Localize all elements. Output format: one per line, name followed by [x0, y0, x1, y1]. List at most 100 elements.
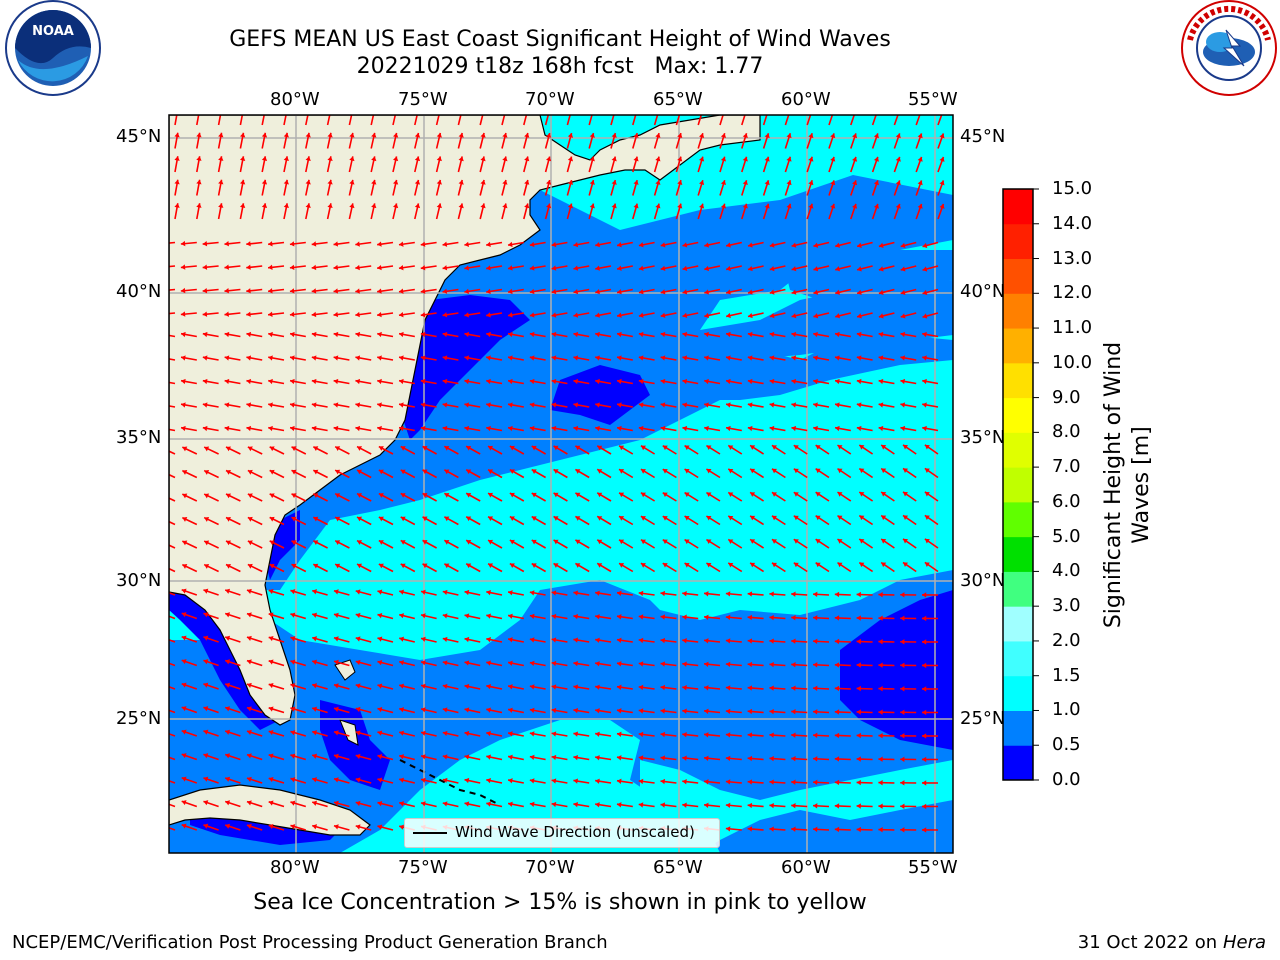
wind-wave-arrow-head — [464, 402, 470, 408]
wind-wave-arrow-head — [859, 539, 865, 544]
wind-wave-arrow-head — [333, 378, 339, 385]
wind-wave-arrow-head — [464, 660, 470, 666]
wind-wave-arrow-head — [196, 179, 202, 185]
wind-wave-arrow-head — [436, 203, 442, 209]
wind-wave-arrow-head — [414, 179, 421, 185]
wind-wave-arrow-head — [726, 402, 731, 408]
wind-wave-arrow-head — [834, 756, 840, 762]
wind-wave-arrow-head — [377, 777, 383, 783]
wind-wave-arrow-head — [704, 685, 709, 691]
wind-wave-arrow-head — [704, 732, 709, 738]
wind-wave-arrow-head — [881, 491, 887, 497]
wind-wave-arrow-head — [181, 659, 187, 665]
wind-wave-arrow — [588, 115, 593, 126]
wind-wave-arrow-head — [202, 425, 208, 432]
wind-wave-arrow-head — [682, 289, 688, 295]
wind-wave-arrow-head — [464, 378, 470, 385]
wind-wave-arrow-head — [922, 780, 927, 786]
wind-wave-arrow-head — [859, 445, 865, 450]
lon-tick-bottom-70w: 70°W — [525, 857, 575, 878]
wind-wave-arrow-head — [160, 823, 165, 828]
wind-wave-arrow-head — [509, 563, 515, 569]
lon-tick-bottom-80w: 80°W — [270, 857, 320, 878]
wind-wave-arrow-head — [291, 446, 297, 452]
wind-wave-arrow-head — [464, 730, 470, 737]
wind-wave-arrow-head — [393, 109, 398, 114]
wind-wave-arrow-head — [247, 469, 253, 475]
wind-wave-arrow-head — [764, 133, 770, 139]
wind-wave-arrow-head — [769, 708, 774, 715]
wind-wave-arrow-head — [371, 179, 377, 185]
wind-wave-arrow-head — [640, 469, 646, 474]
wind-wave-arrow-head — [377, 824, 383, 830]
wind-wave-arrow-head — [677, 133, 683, 138]
wind-wave-arrow-head — [268, 706, 274, 712]
wind-wave-arrow-head — [684, 516, 690, 521]
lon-tick-bottom-75w: 75°W — [398, 857, 448, 878]
wind-wave-arrow-head — [529, 707, 535, 714]
wind-wave-arrow-head — [333, 331, 339, 338]
wind-wave-arrow-head — [204, 540, 210, 546]
wind-wave-arrow-head — [813, 662, 818, 668]
wind-wave-arrow-head — [181, 823, 187, 829]
wind-wave-arrow-head — [616, 637, 622, 643]
cuba-land — [169, 784, 371, 836]
wind-wave-arrow-head — [856, 732, 861, 739]
wind-wave-arrow-head — [444, 445, 450, 451]
wind-wave-arrow — [435, 115, 440, 126]
wind-wave-arrow-head — [377, 402, 382, 408]
wind-wave-arrow-head — [181, 706, 187, 712]
wind-wave-arrow-head — [486, 731, 491, 737]
wind-wave-arrow-head — [720, 203, 727, 209]
wind-wave-arrow-head — [181, 378, 186, 385]
wind-wave-arrow-head — [442, 777, 448, 784]
wind-wave-arrow-head — [856, 355, 862, 361]
wind-wave-arrow-head — [662, 445, 668, 451]
wind-wave-arrow-head — [617, 312, 622, 318]
wind-wave-arrow-head — [791, 355, 797, 361]
wind-wave-arrow-head — [414, 132, 421, 138]
wind-wave-arrow-head — [268, 288, 273, 294]
wind-wave-arrow-head — [638, 242, 644, 248]
wind-wave-arrow-head — [335, 516, 341, 522]
wind-wave-arrow-head — [808, 156, 814, 162]
lon-tick-top-70w: 70°W — [525, 89, 575, 110]
wind-wave-arrow-head — [181, 402, 186, 408]
wind-wave-arrow-head — [225, 823, 231, 829]
wind-wave-arrow-head — [246, 682, 252, 688]
wind-wave-arrow-head — [399, 378, 404, 385]
wind-wave-arrow-head — [421, 660, 426, 666]
wind-wave-arrow-head — [529, 288, 535, 295]
wind-wave-arrow-head — [393, 132, 399, 138]
wind-wave-arrow-head — [529, 660, 535, 667]
wind-wave-arrow-head — [922, 402, 927, 408]
wind-wave-arrow-head — [873, 133, 879, 139]
wind-wave-arrow-head — [225, 588, 231, 594]
wind-wave-arrow-head — [355, 288, 360, 294]
colorbar-segment — [1003, 467, 1033, 503]
wind-wave-arrow-head — [878, 827, 883, 833]
wind-wave-arrow-head — [900, 639, 905, 645]
wind-wave-arrow-head — [597, 516, 603, 521]
wind-wave-arrow — [457, 115, 462, 126]
wind-wave-arrow-head — [595, 425, 600, 432]
wind-wave-arrow-head — [616, 590, 622, 596]
wind-wave-arrow-head — [174, 203, 180, 208]
wind-wave-arrow-head — [638, 590, 644, 597]
wind-wave-arrow-head — [835, 266, 840, 272]
wind-wave-arrow-head — [660, 802, 666, 808]
footer-credit: NCEP/EMC/Verification Post Processing Pr… — [12, 932, 608, 953]
wind-wave-arrow-head — [835, 355, 840, 361]
wind-wave-arrow — [169, 520, 176, 526]
wind-wave-arrow-head — [769, 355, 775, 361]
wind-wave-arrow-head — [246, 355, 252, 361]
wind-wave-arrow-head — [575, 516, 581, 521]
wind-wave-arrow-head — [551, 402, 557, 408]
wind-wave-arrow-head — [903, 444, 909, 450]
wind-wave-arrow-head — [291, 540, 297, 546]
wind-wave-arrow-head — [442, 589, 448, 596]
wind-wave-arrow-head — [791, 331, 797, 338]
wind-wave-arrow-head — [442, 425, 448, 432]
wind-wave-arrow-head — [414, 203, 421, 209]
wind-wave-arrow-head — [181, 753, 187, 759]
